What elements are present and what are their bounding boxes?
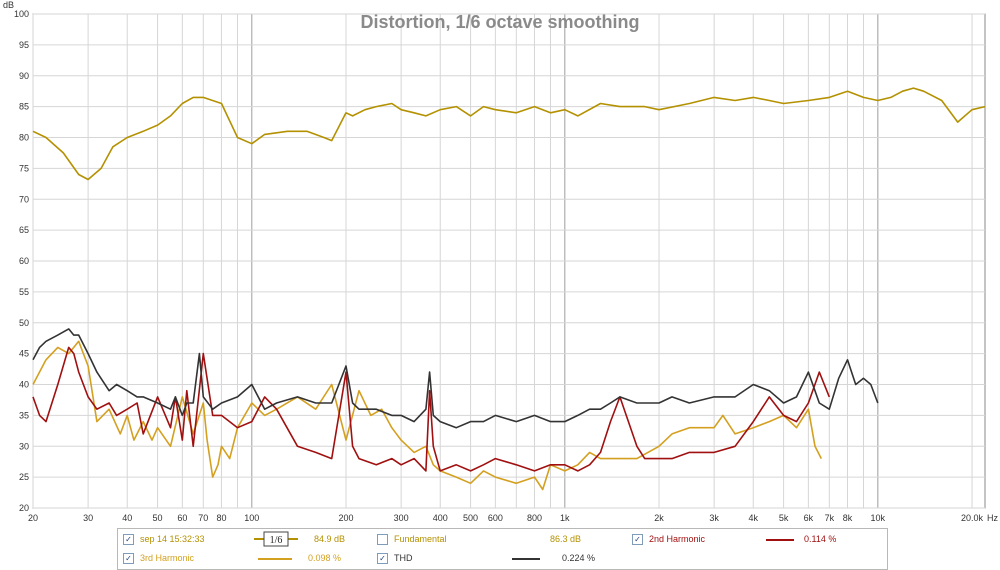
- 3rd-harmonic-checkbox[interactable]: ✓: [123, 552, 134, 564]
- smoothing-value: 1/6: [270, 535, 283, 546]
- legend-row-1: ✓ sep 14 15:32:33 1/6 84.9 dB Fundamenta…: [118, 530, 887, 548]
- series-line-3rd-harmonic: [32, 340, 823, 491]
- grid-lines: [32, 13, 986, 509]
- measurement-value: 84.9 dB: [314, 534, 346, 544]
- x-tick-label: 50: [153, 513, 163, 523]
- 2nd-harmonic-checkbox[interactable]: ✓: [632, 533, 643, 545]
- smoothing-control[interactable]: 1/6: [254, 531, 298, 547]
- 3rd-harmonic-swatch: [258, 558, 292, 560]
- y-tick-label: 50: [19, 318, 29, 328]
- y-tick-label: 30: [19, 441, 29, 451]
- thd-label: THD: [394, 553, 413, 563]
- thd-checkbox[interactable]: ✓: [377, 552, 388, 564]
- legend-item-fundamental[interactable]: Fundamental: [377, 532, 447, 546]
- legend-item-2nd-harmonic[interactable]: ✓ 2nd Harmonic: [632, 532, 705, 546]
- y-tick-label: 80: [19, 133, 29, 143]
- x-tick-label: 60: [177, 513, 187, 523]
- fundamental-label: Fundamental: [394, 534, 447, 544]
- 3rd-harmonic-label: 3rd Harmonic: [140, 553, 195, 563]
- chart-title: Distortion, 1/6 octave smoothing: [360, 12, 639, 32]
- y-tick-label: 55: [19, 287, 29, 297]
- y-tick-label: 75: [19, 163, 29, 173]
- measurement-label: sep 14 15:32:33: [140, 534, 205, 544]
- x-tick-label: 200: [338, 513, 353, 523]
- x-tick-label: 7k: [825, 513, 835, 523]
- x-tick-label: 5k: [779, 513, 789, 523]
- x-tick-label: 600: [488, 513, 503, 523]
- y-tick-label: 100: [14, 9, 29, 19]
- measurement-checkbox[interactable]: ✓: [123, 533, 134, 545]
- y-tick-label: 45: [19, 349, 29, 359]
- x-tick-label: 70: [198, 513, 208, 523]
- y-tick-label: 95: [19, 40, 29, 50]
- x-tick-label: 40: [122, 513, 132, 523]
- x-axis-unit: Hz: [987, 513, 998, 523]
- x-tick-label: 2k: [654, 513, 664, 523]
- 2nd-harmonic-label: 2nd Harmonic: [649, 534, 706, 544]
- x-tick-label: 800: [527, 513, 542, 523]
- x-tick-label: 400: [433, 513, 448, 523]
- distortion-chart: 20 25 30 35 40 45 50 55 60 65 70 75 80 85 90 95 100 20 30…: [3, 0, 998, 523]
- series-line-2nd-harmonic: [32, 346, 831, 472]
- legend-panel: ✓ sep 14 15:32:33 1/6 84.9 dB Fundamenta…: [117, 528, 888, 570]
- x-tick-label: 10k: [871, 513, 886, 523]
- y-tick-label: 35: [19, 410, 29, 420]
- fundamental-checkbox[interactable]: [377, 533, 388, 545]
- y-tick-label: 20: [19, 503, 29, 513]
- x-tick-label: 300: [394, 513, 409, 523]
- series-line-sep-14-15-32-33: [32, 87, 986, 181]
- x-tick-label: 100: [244, 513, 259, 523]
- x-tick-label: 4k: [748, 513, 758, 523]
- y-tick-label: 25: [19, 472, 29, 482]
- thd-swatch: [512, 558, 540, 560]
- x-tick-label: 30: [83, 513, 93, 523]
- x-tick-label: 1k: [560, 513, 570, 523]
- x-tick-label: 80: [216, 513, 226, 523]
- fundamental-value: 86.3 dB: [550, 534, 582, 544]
- 2nd-harmonic-value: 0.114 %: [804, 534, 837, 544]
- y-axis-ticks: 20 25 30 35 40 45 50 55 60 65 70 75 80 85 90 95 100: [14, 9, 29, 513]
- legend-row-2: ✓ 3rd Harmonic 0.098 % ✓ THD 0.224 %: [118, 549, 887, 567]
- y-tick-label: 40: [19, 380, 29, 390]
- x-tick-label: 20.0k: [961, 513, 984, 523]
- series-line-thd: [32, 328, 879, 429]
- y-tick-label: 85: [19, 102, 29, 112]
- y-tick-label: 60: [19, 256, 29, 266]
- thd-value: 0.224 %: [562, 553, 596, 563]
- series-lines: [32, 87, 986, 491]
- x-tick-label: 20: [28, 513, 38, 523]
- x-axis-ticks: 20 30 40 50 60 70 80 100 200 300 400 500 600 800 1k 2k 3…: [28, 513, 984, 523]
- x-tick-label: 6k: [804, 513, 814, 523]
- y-axis-label: dB: [3, 0, 14, 10]
- x-tick-label: 3k: [709, 513, 719, 523]
- 2nd-harmonic-swatch: [766, 539, 794, 541]
- legend-item-thd[interactable]: ✓ THD: [377, 551, 413, 565]
- legend-item-3rd-harmonic[interactable]: ✓ 3rd Harmonic: [123, 551, 194, 565]
- 3rd-harmonic-value: 0.098 %: [308, 553, 342, 563]
- y-tick-label: 65: [19, 225, 29, 235]
- x-tick-label: 500: [463, 513, 478, 523]
- x-tick-label: 8k: [843, 513, 853, 523]
- y-tick-label: 90: [19, 71, 29, 81]
- y-tick-label: 70: [19, 194, 29, 204]
- legend-item-measurement[interactable]: ✓ sep 14 15:32:33: [123, 532, 205, 546]
